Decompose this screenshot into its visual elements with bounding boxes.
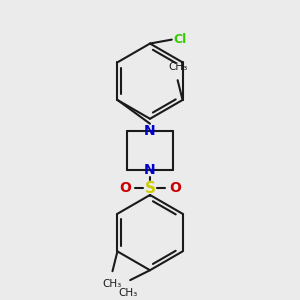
Text: CH₃: CH₃: [103, 279, 122, 289]
Text: N: N: [144, 163, 156, 177]
Text: Cl: Cl: [174, 33, 187, 46]
Text: O: O: [119, 181, 131, 195]
Text: CH₃: CH₃: [118, 288, 138, 298]
Text: O: O: [169, 181, 181, 195]
Text: N: N: [144, 124, 156, 138]
Text: CH₃: CH₃: [168, 62, 187, 72]
Text: S: S: [145, 181, 155, 196]
